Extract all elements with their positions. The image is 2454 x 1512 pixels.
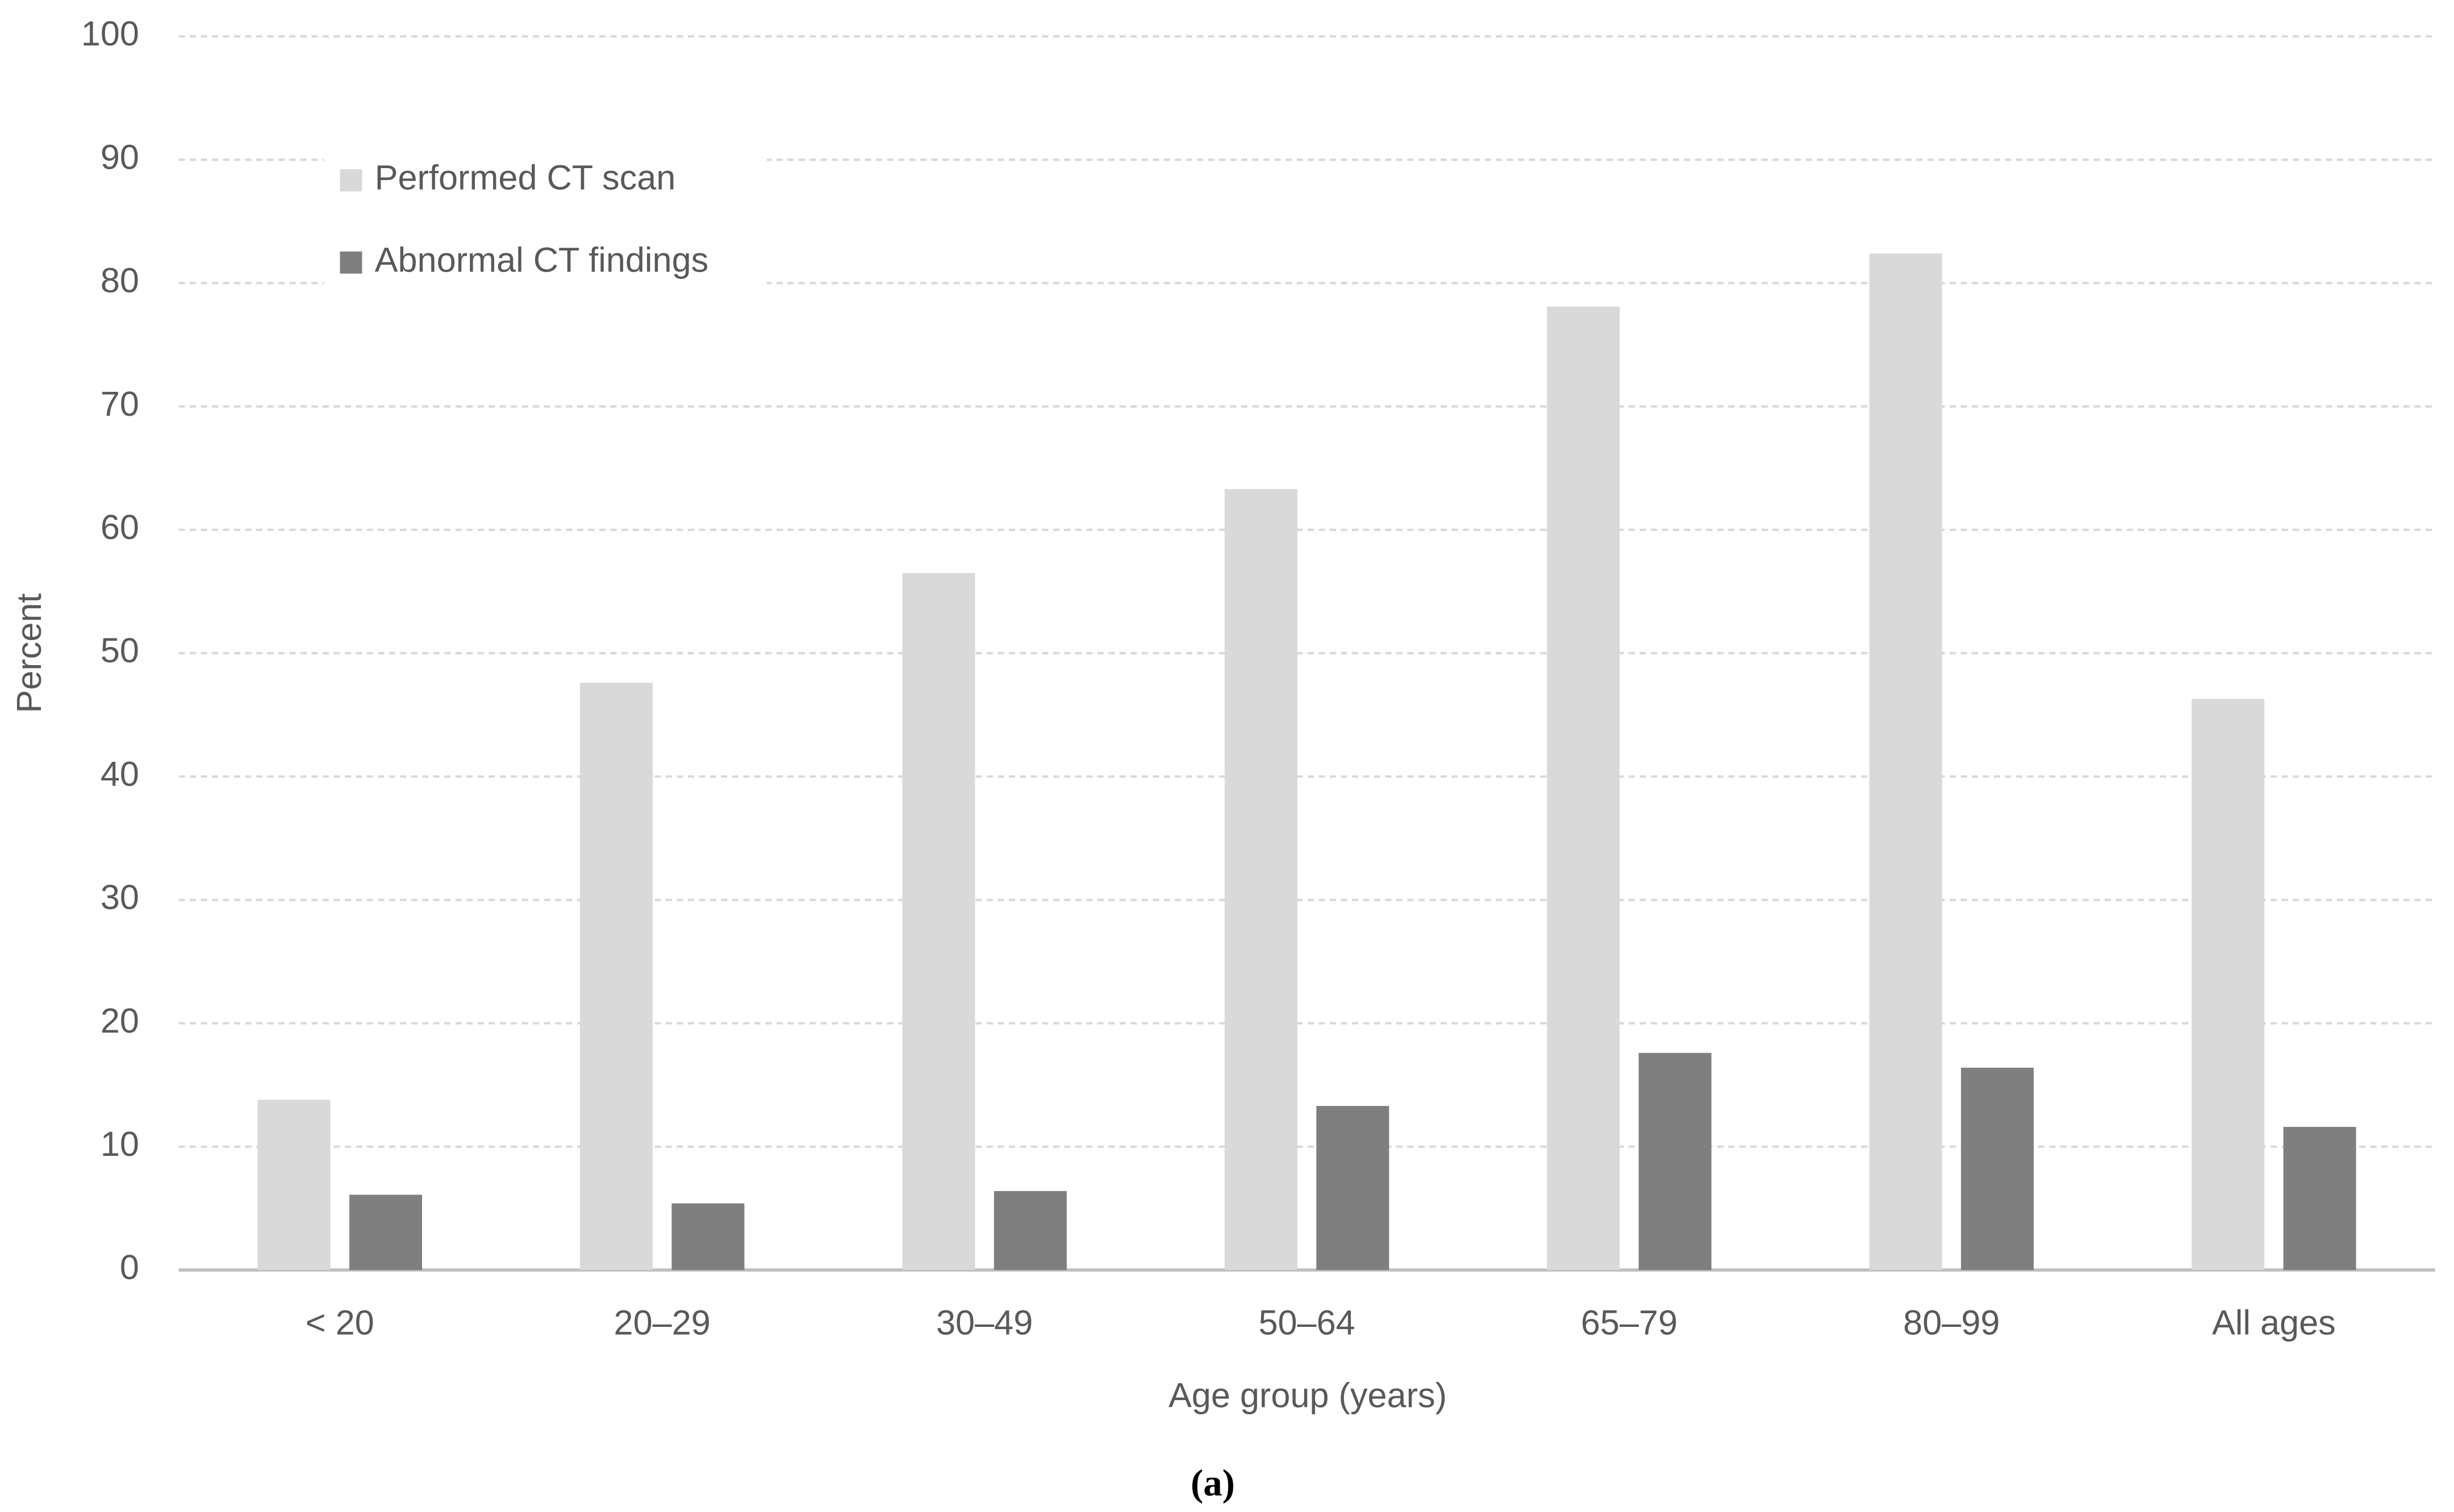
x-tick-label: 30–49 [936, 1304, 1033, 1342]
y-tick-label: 40 [101, 754, 139, 793]
x-tick-label: 65–79 [1581, 1304, 1677, 1342]
y-tick-label: 90 [101, 137, 139, 176]
y-tick-label: 0 [120, 1248, 139, 1287]
caption: (a) [1191, 1462, 1235, 1504]
bar [1638, 1052, 1712, 1270]
y-tick-label: 20 [101, 1001, 139, 1040]
y-axis-title: Percent [10, 593, 48, 713]
bar [994, 1191, 1067, 1270]
y-tick-label: 100 [81, 14, 139, 53]
y-tick-label: 10 [101, 1125, 139, 1163]
legend-swatch [340, 169, 362, 191]
legend-label: Abnormal CT findings [375, 240, 709, 279]
legend-label: Performed CT scan [375, 158, 676, 197]
x-axis-title: Age group (years) [1168, 1376, 1447, 1415]
legend-swatch [340, 251, 362, 274]
x-tick-label: 20–29 [614, 1304, 711, 1342]
bar [671, 1203, 745, 1270]
bar [579, 683, 653, 1270]
bar [1961, 1067, 2034, 1270]
x-tick-label: < 20 [306, 1304, 374, 1342]
x-tick-label: All ages [2212, 1304, 2336, 1342]
bar [349, 1194, 422, 1270]
bar [1316, 1106, 1389, 1270]
bar [2283, 1127, 2356, 1270]
x-tick-label: 80–99 [1903, 1304, 2000, 1342]
bar [2192, 699, 2265, 1270]
y-tick-label: 80 [101, 261, 139, 300]
bar [1224, 489, 1297, 1270]
y-tick-label: 50 [101, 631, 139, 670]
bar [257, 1100, 331, 1270]
x-tick-label: 50–64 [1258, 1304, 1355, 1342]
y-tick-label: 60 [101, 508, 139, 546]
y-tick-label: 70 [101, 385, 139, 423]
bar [1547, 306, 1620, 1270]
bar [1869, 253, 1942, 1270]
y-tick-label: 30 [101, 878, 139, 917]
legend-background [324, 139, 767, 306]
bar [902, 573, 975, 1270]
